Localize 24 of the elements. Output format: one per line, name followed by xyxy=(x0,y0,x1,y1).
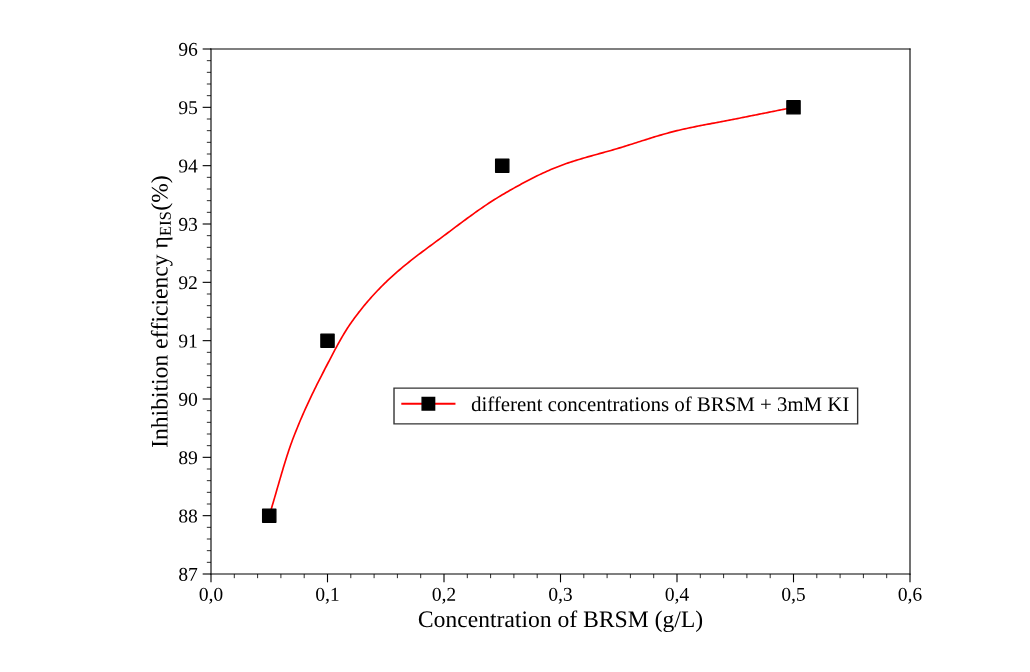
y-tick-label: 94 xyxy=(178,159,198,173)
y-tick-label: 90 xyxy=(178,392,198,406)
point xyxy=(786,100,801,115)
x-tick-label: 0,4 xyxy=(665,587,689,604)
point xyxy=(494,158,510,173)
point xyxy=(320,333,335,348)
y-tick-label: 89 xyxy=(179,451,198,465)
y-tick-label: 92 xyxy=(178,276,197,290)
x-tick-label: 0,6 xyxy=(898,587,922,604)
x-tick-label: 0,0 xyxy=(199,587,223,604)
y-tick-label: 88 xyxy=(179,509,198,523)
x-tick-label: 0,2 xyxy=(432,587,456,604)
x-tick-label: 0,3 xyxy=(549,587,572,604)
y-tick-label: 93 xyxy=(178,217,198,231)
x-tick-label: 0,1 xyxy=(316,587,339,604)
x-tick-label: 0,5 xyxy=(782,587,805,604)
y-tick-label: 91 xyxy=(178,334,197,348)
y-tick-label: 96 xyxy=(178,42,198,56)
y-tick-label: 87 xyxy=(179,567,198,581)
legend-label: different concentrations of BRSM + 3mM KI xyxy=(471,396,849,412)
x-axis-title: Concentration of BRSM (g/L) xyxy=(418,610,703,633)
y-tick-label: 95 xyxy=(178,101,198,115)
point xyxy=(261,508,277,523)
y-axis-title: Inhibition efficiency η$_{EIS}$(%) xyxy=(150,176,173,447)
